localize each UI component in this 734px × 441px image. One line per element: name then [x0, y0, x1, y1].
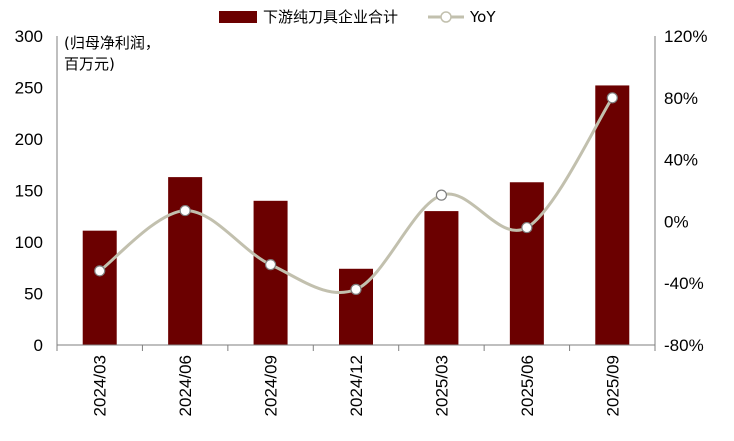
bar-2025/09	[595, 85, 630, 345]
y-axis-unit-line-2: 百万元)	[64, 55, 115, 73]
x-tick-label: 2024/06	[176, 355, 195, 416]
x-tick-label: 2024/09	[262, 355, 281, 416]
y2-tick-label: -80%	[664, 336, 704, 355]
legend-bar-swatch	[219, 11, 257, 23]
axes	[56, 36, 656, 351]
bar-2025/06	[509, 182, 544, 345]
y-axis-ticks: 0 50 100 150 200 250 300	[15, 27, 43, 355]
legend-line-label: YoY	[469, 8, 496, 26]
x-tick-label: 2025/03	[432, 355, 451, 416]
yoy-point-2024/03	[94, 265, 106, 277]
y2-tick-label: 0%	[664, 212, 689, 231]
legend-line-marker	[440, 11, 452, 23]
y2-tick-label: 120%	[664, 27, 707, 46]
yoy-point-2024/09	[264, 259, 277, 271]
y-tick-label: 250	[15, 79, 43, 98]
y2-tick-label: 40%	[664, 151, 698, 170]
x-tick-label: 2025/09	[603, 355, 622, 416]
yoy-point-2025/03	[435, 189, 448, 201]
y-tick-label: 300	[15, 27, 43, 46]
bar-2024/03	[82, 230, 117, 345]
yoy-line-series	[94, 92, 618, 295]
legend: 下游纯刀具企业合计 YoY	[219, 8, 496, 26]
x-axis-ticks: 2024/03 2024/06 2024/09 2024/12 2025/03 2025/…	[91, 355, 623, 416]
yoy-point-2025/09	[606, 92, 618, 104]
y-tick-label: 50	[24, 285, 43, 304]
y2-tick-label: -40%	[664, 274, 704, 293]
yoy-point-2024/06	[179, 204, 191, 217]
yoy-point-2025/06	[521, 221, 533, 234]
y2-tick-label: 80%	[664, 89, 698, 108]
bar-2025/03	[424, 211, 459, 345]
bars	[82, 85, 630, 345]
x-tick-label: 2024/12	[347, 355, 366, 416]
legend-bar-label: 下游纯刀具企业合计	[263, 8, 398, 26]
y-tick-label: 100	[15, 233, 43, 252]
y-tick-label: 150	[15, 182, 43, 201]
y-axis-unit-line-1: (归母净利润，	[64, 34, 160, 52]
y-tick-label: 0	[34, 336, 43, 355]
yoy-point-2024/12	[350, 283, 362, 295]
x-tick-label: 2025/06	[518, 355, 537, 416]
bar-2024/09	[253, 200, 288, 345]
bar-2024/06	[168, 177, 203, 345]
x-tick-label: 2024/03	[91, 355, 110, 416]
y2-axis-ticks: -80% -40% 0% 40% 80% 120%	[664, 27, 707, 355]
y-tick-label: 200	[15, 130, 43, 149]
